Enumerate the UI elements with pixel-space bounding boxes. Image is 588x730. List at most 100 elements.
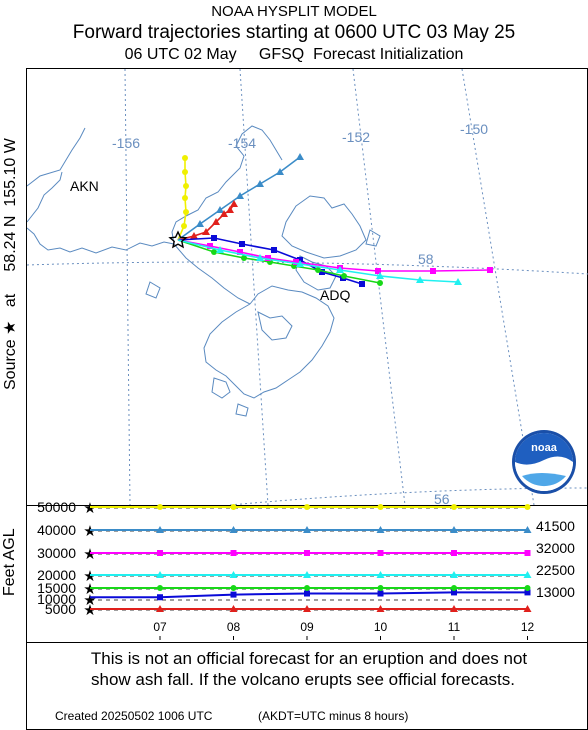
altitude-point-green: [157, 585, 163, 591]
end-altitude-label: 22500: [536, 562, 575, 578]
altitude-point-yellow: [157, 504, 163, 510]
trajectory-point-cyan: [256, 254, 264, 261]
altitude-point-green: [304, 585, 310, 591]
source-location-label: Source ★ at 58.24 N 155.10 W: [2, 137, 19, 390]
trajectory-point-yellow: [183, 183, 189, 189]
trajectory-point-blue: [319, 269, 325, 275]
altitude-tick-label: 10000: [37, 591, 76, 607]
altitude-point-red: [229, 605, 238, 612]
altitude-point-red: [303, 605, 311, 612]
start-star-icon: ★: [83, 568, 96, 585]
altitude-point-cyan: [523, 571, 532, 578]
coastlines: [27, 125, 381, 417]
trajectory-point-yellow: [183, 209, 189, 215]
altitude-point-magenta: [230, 550, 237, 556]
trajectory-point-magenta: [237, 249, 243, 255]
lon-label-156: -156: [112, 135, 140, 151]
altitude-point-magenta: [304, 550, 310, 556]
altitude-point-steelblue: [376, 526, 385, 533]
altitude-point-steelblue: [303, 526, 311, 533]
trajectory-point-green: [315, 267, 321, 273]
altitude-point-steelblue: [450, 526, 458, 533]
altitude-point-magenta: [157, 550, 163, 556]
created-timestamp: Created 20250502 1006 UTC: [55, 709, 213, 723]
trajectory-point-blue: [359, 281, 365, 287]
lat-label-58: 58: [418, 251, 434, 267]
altitude-point-blue: [451, 589, 457, 596]
trajectory-point-blue: [211, 235, 217, 241]
altitude-point-magenta: [451, 550, 457, 556]
lon-label-150: -150: [460, 121, 488, 137]
trajectory-point-magenta: [430, 268, 436, 274]
altitude-point-cyan: [303, 571, 311, 578]
end-altitude-label: 32000: [536, 540, 575, 556]
start-star-icon: ★: [83, 581, 96, 598]
altitude-tick-label: 30000: [37, 545, 76, 561]
start-star-icon: ★: [83, 602, 96, 619]
trajectory-point-cyan: [296, 260, 304, 267]
altitude-point-blue: [230, 591, 237, 598]
trajectory-point-cyan: [416, 276, 424, 283]
trajectory-point-red: [202, 228, 210, 235]
lat-label-56: 56: [434, 491, 450, 507]
trajectory-point-cyan: [454, 278, 462, 285]
altitude-point-red: [376, 605, 385, 612]
noaa-logo-icon: noaa: [512, 430, 576, 494]
altitude-point-steelblue: [229, 526, 238, 533]
altitude-point-green: [377, 585, 384, 591]
trajectory-point-yellow: [182, 195, 188, 201]
x-tick-label: 09: [300, 620, 314, 634]
trajectory-point-red: [212, 218, 220, 225]
altitude-point-magenta: [524, 550, 531, 556]
altitude-tick-label: 50000: [37, 499, 76, 515]
trajectory-point-yellow: [182, 169, 188, 175]
altitude-point-blue: [157, 594, 163, 601]
end-altitude-label: 41500: [536, 518, 575, 534]
lon-label-152: -152: [342, 129, 370, 145]
altitude-point-yellow: [524, 504, 531, 510]
trajectory-point-steelblue: [256, 180, 264, 187]
trajectory-point-yellow: [182, 155, 188, 161]
altitude-tick-label: 15000: [37, 580, 76, 596]
trajectory-point-red: [226, 206, 234, 213]
trajectory-point-red: [230, 200, 238, 207]
trajectory-point-green: [377, 280, 383, 286]
trajectory-point-blue: [239, 241, 245, 247]
trajectory-point-red: [220, 210, 228, 217]
altitude-tick-label: 40000: [37, 522, 76, 538]
akdt-note: (AKDT=UTC minus 8 hours): [258, 709, 408, 723]
map-trajectories: [177, 153, 493, 287]
altitude-series-blue: [90, 591, 528, 599]
trajectory-point-yellow: [181, 223, 187, 229]
trajectory-point-magenta: [207, 243, 213, 249]
trajectory-point-green: [211, 249, 217, 255]
disclaimer-line-1: This is not an official forecast for an …: [91, 649, 528, 668]
altitude-point-green: [230, 585, 237, 591]
trajectory-point-steelblue: [216, 206, 224, 213]
trajectory-point-cyan: [216, 246, 224, 253]
altitude-tick-label: 20000: [37, 567, 76, 583]
trajectory-point-steelblue: [236, 192, 244, 199]
trajectory-point-magenta: [265, 255, 271, 261]
altitude-point-steelblue: [523, 526, 532, 533]
trajectory-point-green: [341, 273, 347, 279]
trajectory-point-steelblue: [296, 153, 304, 160]
altitude-point-magenta: [377, 550, 384, 556]
altitude-point-blue: [304, 590, 310, 597]
altitude-point-blue: [524, 589, 531, 596]
altitude-panel: 50000 ★ 40000 ★ 30000 ★ 20000 ★ 15000 ★ 10000 ★ 5000…: [37, 499, 575, 640]
lon-label-154: -154: [228, 135, 256, 151]
altitude-point-green: [451, 585, 457, 591]
altitude-point-steelblue: [156, 526, 164, 533]
trajectory-point-blue: [271, 247, 277, 253]
disclaimer-line-2: show ash fall. If the volcano erupts see…: [91, 670, 515, 689]
trajectory-point-red: [190, 232, 198, 239]
end-altitude-label: 13000: [536, 584, 575, 600]
altitude-point-green: [524, 585, 531, 591]
x-tick-label: 07: [153, 620, 167, 634]
altitude-point-yellow: [377, 504, 384, 510]
trajectory-point-green: [241, 255, 247, 261]
svg-text:noaa: noaa: [531, 442, 558, 454]
altitude-point-cyan: [156, 571, 164, 578]
